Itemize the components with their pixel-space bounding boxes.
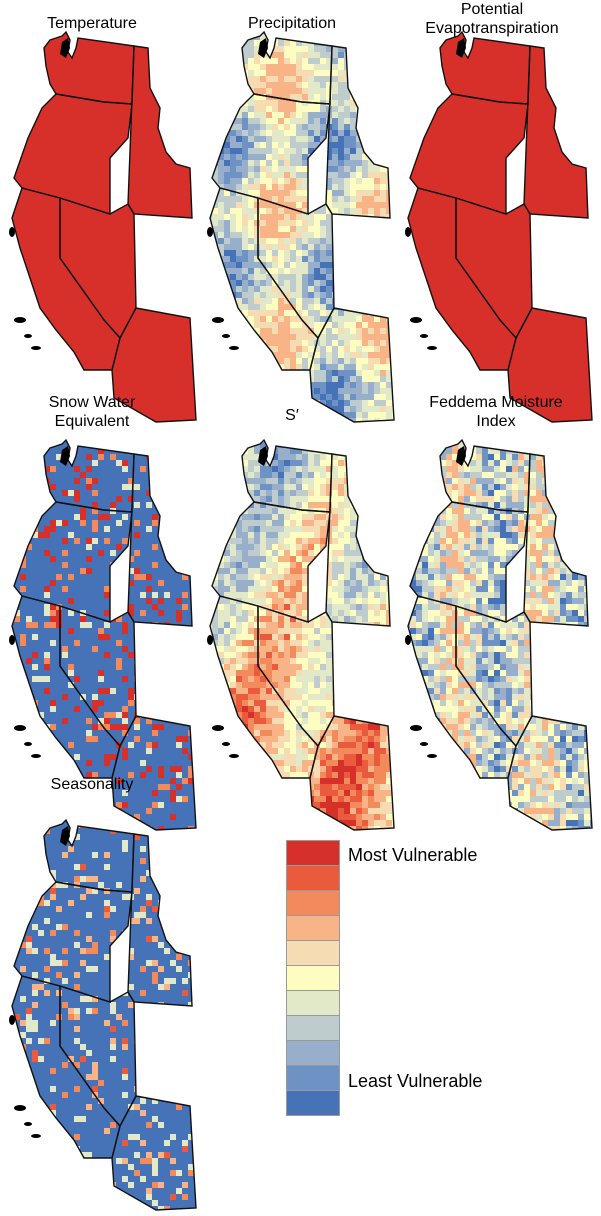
legend-swatch xyxy=(286,940,340,966)
island xyxy=(427,754,437,758)
legend-swatch xyxy=(286,890,340,916)
island xyxy=(207,227,213,237)
island xyxy=(405,227,411,237)
island xyxy=(405,635,411,645)
island xyxy=(410,317,422,323)
island xyxy=(31,1134,41,1138)
western-us-map xyxy=(198,426,398,836)
legend-swatch xyxy=(286,1090,340,1116)
island xyxy=(410,725,422,731)
island xyxy=(229,346,239,350)
island xyxy=(24,334,32,338)
island xyxy=(229,754,239,758)
island xyxy=(427,346,437,350)
island xyxy=(9,635,15,645)
island xyxy=(14,1105,26,1111)
island xyxy=(212,317,224,323)
legend-most-label: Most Vulnerable xyxy=(348,845,477,866)
island xyxy=(14,725,26,731)
legend-swatch xyxy=(286,840,340,866)
island xyxy=(207,635,213,645)
island xyxy=(222,742,230,746)
legend-swatch xyxy=(286,1015,340,1041)
legend-swatch xyxy=(286,990,340,1016)
legend-swatch xyxy=(286,1065,340,1091)
western-us-map xyxy=(0,806,200,1216)
island xyxy=(24,742,32,746)
panel-title: S′ xyxy=(192,406,392,425)
island xyxy=(9,227,15,237)
western-us-map xyxy=(198,18,398,428)
legend-swatch xyxy=(286,865,340,891)
panel-title: Seasonality xyxy=(0,775,192,794)
western-us-map xyxy=(396,426,596,836)
island xyxy=(9,1015,15,1025)
island xyxy=(31,754,41,758)
island xyxy=(420,742,428,746)
western-us-map xyxy=(396,18,596,428)
island xyxy=(31,346,41,350)
island xyxy=(14,317,26,323)
legend-swatch xyxy=(286,1040,340,1066)
legend-least-label: Least Vulnerable xyxy=(348,1071,482,1092)
island xyxy=(222,334,230,338)
legend-swatch xyxy=(286,965,340,991)
island xyxy=(420,334,428,338)
western-us-map xyxy=(0,18,200,428)
island xyxy=(212,725,224,731)
island xyxy=(24,1122,32,1126)
legend-swatch xyxy=(286,915,340,941)
